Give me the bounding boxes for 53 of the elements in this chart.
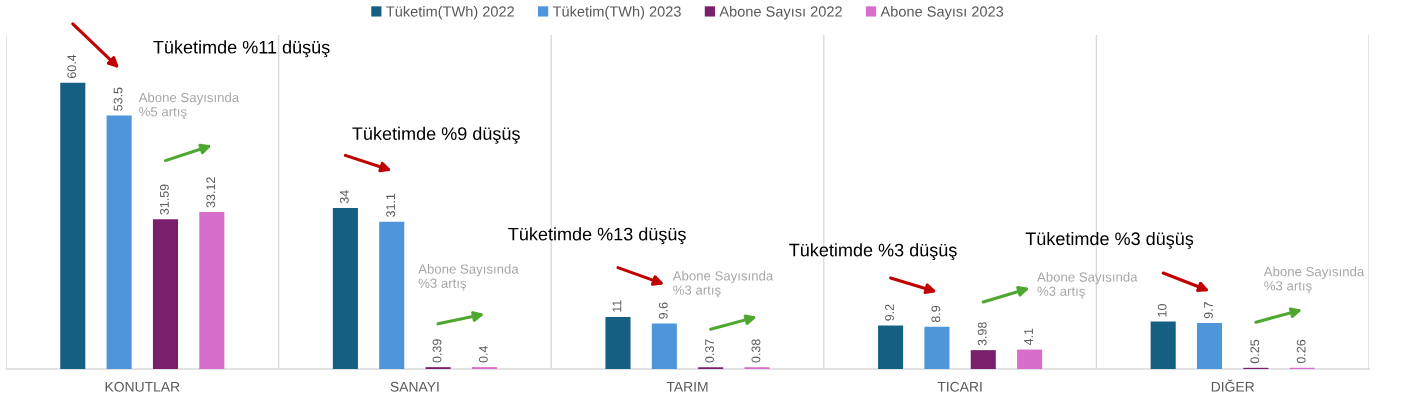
bar xyxy=(878,325,904,369)
bar xyxy=(60,82,86,369)
bar xyxy=(970,350,996,369)
data-label: 0.26 xyxy=(1296,339,1306,364)
data-label: 33.12 xyxy=(206,177,216,208)
data-label: 3.98 xyxy=(977,322,987,346)
bar xyxy=(152,219,179,369)
data-label: 0.4 xyxy=(478,345,488,363)
annotation: Abone Sayısında %3 artış xyxy=(672,270,774,298)
data-label: 31.1 xyxy=(386,193,396,217)
x-tick-label: DIĞER xyxy=(1211,379,1255,392)
data-label: 4.1 xyxy=(1024,328,1033,346)
x-tick-label: TICARI xyxy=(937,381,982,392)
bar xyxy=(1196,323,1223,369)
data-label: 0.39 xyxy=(432,339,442,363)
data-label: 31.59 xyxy=(159,184,169,215)
bar xyxy=(924,326,950,369)
x-tick-label: SANAYI xyxy=(390,381,439,392)
bar xyxy=(651,323,677,369)
bar xyxy=(379,221,405,369)
data-label: 34 xyxy=(339,190,349,204)
x-tick-label: KONUTLAR xyxy=(105,381,180,392)
data-label: 9.2 xyxy=(885,304,894,321)
annotation: Abone Sayısında %3 artış xyxy=(1037,271,1138,299)
x-tick-label: TARIM xyxy=(666,382,708,392)
data-label: 60.4 xyxy=(67,54,77,78)
legend-label: Tüketim(TWh) 2022 xyxy=(386,5,514,20)
annotation: Tüketimde %3 düşüş xyxy=(1025,231,1194,249)
annotation: Abone Sayısında %3 artış xyxy=(418,264,519,291)
legend-label: Abone Sayısı 2023 xyxy=(880,5,1004,20)
annotation: Abone Sayısında %5 artış xyxy=(138,92,240,120)
annotation: Tüketimde %13 düşüş xyxy=(508,227,686,245)
data-label: 53.5 xyxy=(113,87,123,111)
text: Tüketimde %11 düşüş xyxy=(153,40,330,58)
data-label: 9.7 xyxy=(1204,302,1213,319)
data-label: 10 xyxy=(1157,304,1167,317)
data-label: 0.37 xyxy=(705,339,715,363)
legend-label: Abone Sayısı 2022 xyxy=(719,5,842,20)
data-label: 0.38 xyxy=(751,339,761,363)
annotation: Tüketimde %3 düşüş xyxy=(789,243,957,261)
legend-label: Tüketim(TWh) 2023 xyxy=(552,5,681,20)
data-label: 9.6 xyxy=(658,302,668,319)
bar xyxy=(605,316,631,369)
bar xyxy=(199,212,225,369)
data-label: 0.25 xyxy=(1250,339,1260,364)
annotation: Abone Sayısında %3 artış xyxy=(1263,266,1365,294)
bar xyxy=(332,207,358,369)
bar xyxy=(1150,321,1176,369)
bar xyxy=(1017,349,1043,369)
data-label: 11 xyxy=(612,300,622,312)
bar xyxy=(106,115,132,369)
annotation: Tüketimde %9 düşüş xyxy=(352,126,520,144)
data-label: 8.9 xyxy=(931,305,941,323)
